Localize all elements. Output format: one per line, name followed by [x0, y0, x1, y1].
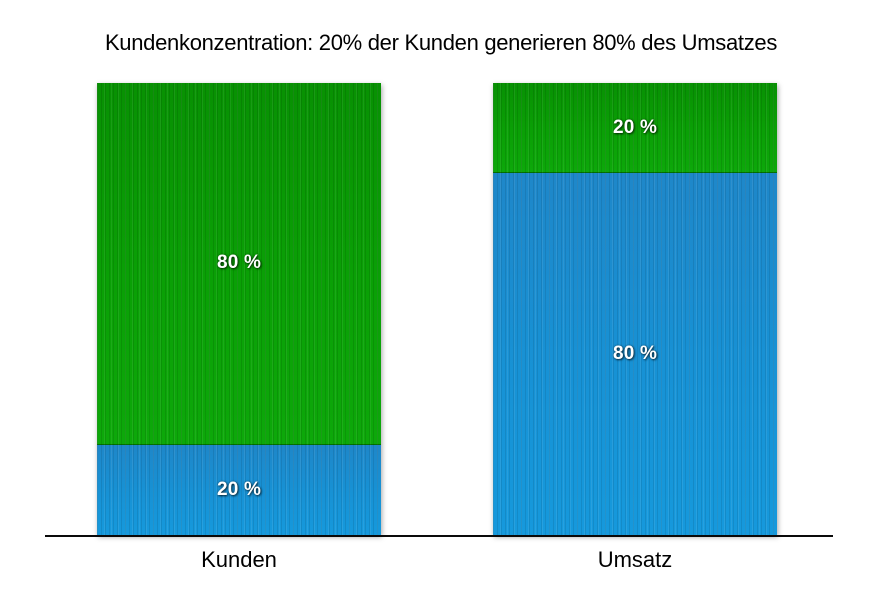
bar-kunden: 80 % 20 %: [97, 83, 381, 535]
segment-value-label: 20 %: [612, 116, 658, 138]
bar-kunden-green-segment: 80 %: [97, 83, 381, 445]
x-axis-line: [45, 535, 833, 537]
segment-value-label: 80 %: [612, 343, 658, 365]
chart-plot-area: 80 % 20 % 20 % 80 % Kunden Umsatz: [45, 83, 833, 597]
segment-value-label: 80 %: [216, 252, 262, 274]
category-label-kunden: Kunden: [201, 547, 277, 572]
bar-umsatz-green-segment: 20 %: [493, 83, 777, 174]
bar-umsatz-blue-segment: 80 %: [493, 173, 777, 535]
segment-value-label: 20 %: [216, 478, 262, 500]
category-label-umsatz: Umsatz: [597, 547, 673, 572]
chart-title: Kundenkonzentration: 20% der Kunden gene…: [104, 30, 778, 55]
bar-umsatz: 20 % 80 %: [493, 83, 777, 535]
bar-kunden-blue-segment: 20 %: [97, 444, 381, 535]
